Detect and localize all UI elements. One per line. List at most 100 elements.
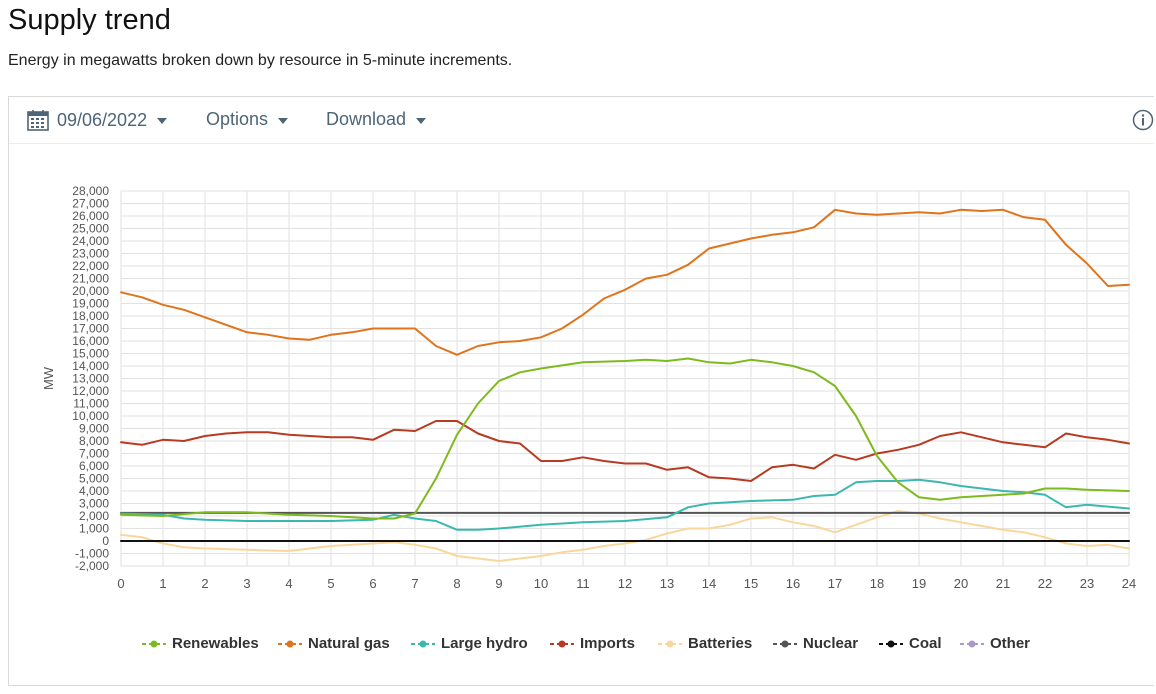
- y-tick-label: 15,000: [72, 347, 109, 361]
- x-tick-label: 21: [996, 576, 1010, 591]
- x-tick-label: 14: [702, 576, 716, 591]
- legend-swatch: [278, 640, 302, 647]
- legend-item-imports[interactable]: Imports: [550, 635, 635, 652]
- options-dropdown[interactable]: Options: [206, 109, 289, 130]
- y-tick-label: 6,000: [79, 459, 109, 473]
- x-tick-label: 6: [369, 576, 376, 591]
- y-tick-label: 0: [102, 534, 109, 548]
- legend-item-other[interactable]: Other: [960, 635, 1030, 652]
- y-tick-label: -2,000: [75, 559, 109, 573]
- y-tick-label: 5,000: [79, 472, 109, 486]
- legend-label: Renewables: [172, 635, 259, 652]
- chart-toolbar: 09/06/2022 Options Download: [9, 97, 1154, 144]
- legend-swatch: [960, 640, 984, 647]
- x-tick-label: 7: [411, 576, 418, 591]
- chart-legend: Renewables Natural gas Large hydro Imports B…: [9, 635, 1154, 657]
- chevron-down-icon: [157, 118, 168, 124]
- y-tick-label: 17,000: [72, 322, 109, 336]
- y-tick-label: 24,000: [72, 234, 109, 248]
- x-tick-label: 24: [1122, 576, 1136, 591]
- legend-swatch: [879, 640, 903, 647]
- y-tick-label: 22,000: [72, 259, 109, 273]
- date-picker-button[interactable]: 09/06/2022: [27, 109, 168, 131]
- legend-swatch: [658, 640, 682, 647]
- y-tick-label: 26,000: [72, 209, 109, 223]
- legend-label: Coal: [909, 635, 942, 652]
- y-tick-label: 8,000: [79, 434, 109, 448]
- x-tick-label: 8: [453, 576, 460, 591]
- y-tick-label: 10,000: [72, 409, 109, 423]
- y-tick-label: 25,000: [72, 222, 109, 236]
- legend-label: Natural gas: [308, 635, 390, 652]
- date-label: 09/06/2022: [57, 109, 148, 130]
- legend-label: Nuclear: [803, 635, 859, 652]
- legend-item-batteries[interactable]: Batteries: [658, 635, 752, 652]
- page-title: Supply trend: [8, 4, 171, 36]
- y-tick-label: 20,000: [72, 284, 109, 298]
- x-tick-label: 13: [660, 576, 674, 591]
- series-line-imports: [120, 420, 1130, 482]
- x-tick-label: 23: [1080, 576, 1094, 591]
- page-subtitle: Energy in megawatts broken down by resou…: [8, 52, 513, 69]
- y-tick-label: 3,000: [79, 497, 109, 511]
- y-tick-label: 23,000: [72, 247, 109, 261]
- chevron-down-icon: [416, 117, 427, 124]
- x-tick-label: 0: [117, 576, 124, 591]
- y-tick-label: 1,000: [79, 522, 109, 536]
- chevron-down-icon: [278, 117, 289, 124]
- calendar-icon: [27, 110, 49, 131]
- series-line-batteries: [120, 510, 1130, 562]
- y-tick-label: 28,000: [72, 184, 109, 198]
- x-tick-label: 18: [870, 576, 884, 591]
- x-tick-label: 2: [201, 576, 208, 591]
- supply-trend-chart: 28,00027,00026,00025,00024,00023,00022,0…: [41, 184, 1136, 591]
- legend-swatch: [773, 640, 797, 647]
- series-line-large-hydro: [120, 478, 1130, 531]
- x-tick-label: 5: [327, 576, 334, 591]
- y-tick-label: 4,000: [79, 484, 109, 498]
- legend-label: Batteries: [688, 635, 753, 652]
- download-dropdown[interactable]: Download: [326, 109, 427, 130]
- x-tick-label: 17: [828, 576, 842, 591]
- legend-item-coal[interactable]: Coal: [879, 635, 942, 652]
- x-tick-label: 16: [786, 576, 800, 591]
- legend-swatch: [411, 640, 435, 647]
- y-tick-label: 21,000: [72, 272, 109, 286]
- download-label: Download: [326, 109, 407, 129]
- y-tick-label: 16,000: [72, 334, 109, 348]
- x-tick-label: 12: [618, 576, 632, 591]
- options-label: Options: [206, 109, 269, 129]
- x-tick-label: 20: [954, 576, 968, 591]
- legend-item-large-hydro[interactable]: Large hydro: [411, 635, 528, 652]
- y-tick-label: 2,000: [79, 509, 109, 523]
- series-line-natural-gas: [120, 208, 1130, 356]
- legend-item-nuclear[interactable]: Nuclear: [773, 635, 858, 652]
- y-axis-label: MW: [41, 366, 56, 390]
- x-tick-label: 10: [534, 576, 548, 591]
- x-tick-label: 19: [912, 576, 926, 591]
- info-icon[interactable]: [1132, 109, 1154, 131]
- legend-item-natural-gas[interactable]: Natural gas: [278, 635, 390, 652]
- series-line-renewables: [120, 357, 1130, 520]
- y-tick-label: 13,000: [72, 372, 109, 386]
- x-tick-label: 15: [744, 576, 758, 591]
- legend-label: Other: [990, 635, 1031, 652]
- x-tick-label: 9: [495, 576, 502, 591]
- legend-swatch: [550, 640, 574, 647]
- y-tick-label: 19,000: [72, 297, 109, 311]
- x-tick-label: 3: [243, 576, 250, 591]
- legend-item-renewables[interactable]: Renewables: [142, 635, 259, 652]
- x-tick-label: 11: [576, 576, 590, 591]
- y-tick-label: 18,000: [72, 309, 109, 323]
- y-tick-label: 14,000: [72, 359, 109, 373]
- y-tick-label: -1,000: [75, 547, 109, 561]
- y-tick-label: 9,000: [79, 422, 109, 436]
- legend-label: Large hydro: [441, 635, 528, 652]
- y-tick-label: 27,000: [72, 197, 109, 211]
- y-tick-label: 12,000: [72, 384, 109, 398]
- x-tick-label: 4: [285, 576, 292, 591]
- legend-label: Imports: [580, 635, 636, 652]
- x-tick-label: 1: [159, 576, 166, 591]
- supply-trend-card: 09/06/2022 Options Download 28,000 27,000…: [8, 96, 1154, 686]
- y-tick-label: 7,000: [79, 447, 109, 461]
